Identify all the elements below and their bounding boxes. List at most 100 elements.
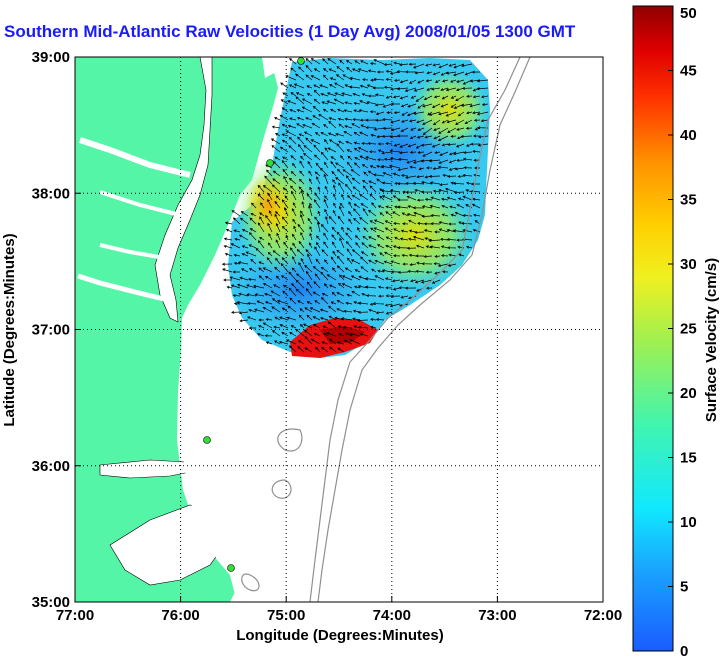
velocity-vector — [369, 185, 377, 193]
velocity-vector — [375, 311, 385, 315]
velocity-vector — [304, 264, 313, 273]
velocity-vector — [316, 221, 321, 233]
velocity-vector — [370, 325, 377, 329]
velocity-vector — [355, 242, 361, 249]
velocity-vector — [385, 211, 393, 217]
velocity-vector — [420, 279, 433, 284]
velocity-vector — [353, 109, 361, 113]
velocity-vector — [309, 232, 313, 241]
velocity-vector — [332, 209, 337, 217]
velocity-vector — [350, 259, 361, 265]
velocity-vector — [456, 204, 465, 209]
velocity-vector — [353, 203, 361, 209]
velocity-vector — [336, 143, 345, 153]
velocity-vector — [326, 92, 337, 97]
velocity-vector — [253, 284, 265, 289]
velocity-vector — [472, 149, 481, 153]
velocity-vector — [450, 134, 457, 138]
velocity-vector — [375, 318, 385, 322]
velocity-vector — [328, 117, 337, 121]
velocity-vector — [320, 131, 329, 137]
velocity-vector — [414, 279, 425, 284]
velocity-vector — [408, 229, 417, 233]
velocity-vector — [407, 111, 417, 117]
velocity-vector — [247, 316, 257, 321]
velocity-vector — [264, 334, 273, 338]
velocity-vector — [442, 270, 449, 274]
velocity-vector — [399, 237, 409, 241]
velocity-vector — [291, 233, 297, 241]
velocity-vector — [320, 271, 329, 281]
velocity-vector — [266, 169, 273, 177]
velocity-vector — [287, 124, 297, 129]
velocity-vector — [350, 169, 361, 177]
velocity-vector — [368, 180, 377, 185]
velocity-vector — [359, 84, 369, 89]
velocity-vector — [268, 210, 273, 217]
velocity-vector — [445, 71, 457, 75]
velocity-vector — [413, 63, 425, 69]
velocity-vector — [271, 298, 281, 305]
velocity-vector — [361, 93, 369, 97]
velocity-vector — [456, 238, 465, 242]
velocity-vector — [257, 324, 265, 329]
velocity-vector — [308, 178, 313, 185]
velocity-vector — [232, 217, 241, 225]
velocity-vector — [272, 170, 281, 177]
velocity-vector — [241, 268, 249, 273]
velocity-vector — [362, 185, 369, 193]
velocity-vector — [375, 111, 385, 116]
velocity-vector — [397, 182, 409, 186]
velocity-vector — [441, 95, 449, 100]
station-marker — [203, 436, 211, 444]
velocity-vector — [309, 202, 313, 209]
velocity-vector — [365, 118, 377, 122]
velocity-vector — [432, 119, 441, 126]
velocity-vector — [298, 186, 305, 193]
velocity-vector — [334, 316, 345, 321]
velocity-vector — [257, 222, 265, 233]
velocity-vector — [408, 62, 417, 66]
velocity-vector — [281, 133, 289, 137]
velocity-vector — [314, 131, 321, 137]
velocity-vector — [305, 117, 313, 121]
velocity-vector — [400, 174, 409, 178]
velocity-vector — [445, 111, 457, 117]
velocity-vector — [423, 254, 433, 258]
velocity-vector — [439, 237, 449, 241]
velocity-vector — [442, 173, 449, 177]
velocity-vector — [417, 79, 425, 84]
velocity-vector — [351, 194, 361, 201]
potomac-river — [79, 137, 191, 178]
velocity-vector — [240, 211, 249, 217]
velocity-vector — [328, 338, 337, 345]
velocity-vector — [258, 267, 265, 273]
velocity-vector — [391, 279, 401, 283]
velocity-vector — [413, 111, 425, 115]
velocity-vector — [222, 268, 233, 273]
velocity-vector — [323, 232, 329, 241]
velocity-vector — [397, 246, 409, 250]
velocity-vector — [373, 77, 385, 81]
velocity-vector — [474, 220, 481, 225]
velocity-vector — [328, 68, 337, 73]
velocity-vector — [336, 66, 345, 73]
velocity-vector — [410, 127, 417, 131]
velocity-vector — [377, 142, 385, 146]
velocity-vector — [455, 143, 465, 148]
velocity-vector — [447, 263, 457, 267]
delaware-bay — [262, 57, 278, 78]
velocity-vector — [414, 71, 425, 75]
velocity-vector — [262, 267, 273, 273]
velocity-vector — [430, 222, 441, 226]
velocity-vector — [357, 227, 361, 233]
velocity-vector — [330, 156, 337, 161]
velocity-vector — [338, 140, 345, 145]
velocity-vector — [433, 95, 441, 99]
velocity-vector — [324, 147, 329, 153]
velocity-vector — [408, 219, 417, 225]
velocity-vector — [267, 192, 273, 201]
velocity-vector — [323, 138, 329, 145]
velocity-vector — [338, 205, 345, 217]
velocity-vector — [401, 111, 409, 116]
